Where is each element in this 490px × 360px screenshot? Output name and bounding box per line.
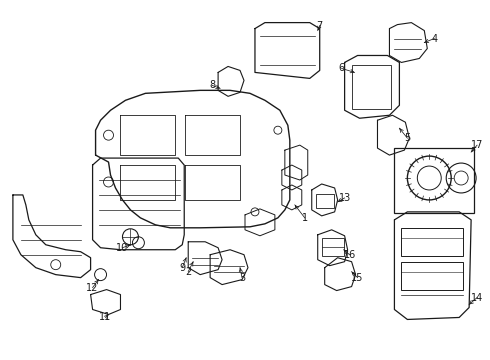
Text: 9: 9 [179,263,185,273]
Text: 10: 10 [116,243,128,253]
Text: 6: 6 [339,63,344,73]
Text: 1: 1 [302,213,308,223]
Text: 4: 4 [431,33,438,44]
Text: 2: 2 [185,267,191,276]
Text: 12: 12 [86,283,99,293]
Bar [352,66,392,109]
Bar [394,148,474,213]
Text: 3: 3 [239,273,245,283]
Text: 16: 16 [343,250,356,260]
Bar [316,194,334,208]
Text: 8: 8 [209,80,215,90]
Bar [401,262,463,289]
Text: 7: 7 [317,21,323,31]
Text: 14: 14 [471,293,483,302]
Text: 11: 11 [99,312,112,323]
Text: 15: 15 [351,273,364,283]
Bar [322,238,343,256]
Bar [401,228,463,256]
Text: 5: 5 [404,133,411,143]
Text: 13: 13 [339,193,351,203]
Text: 17: 17 [471,140,483,150]
